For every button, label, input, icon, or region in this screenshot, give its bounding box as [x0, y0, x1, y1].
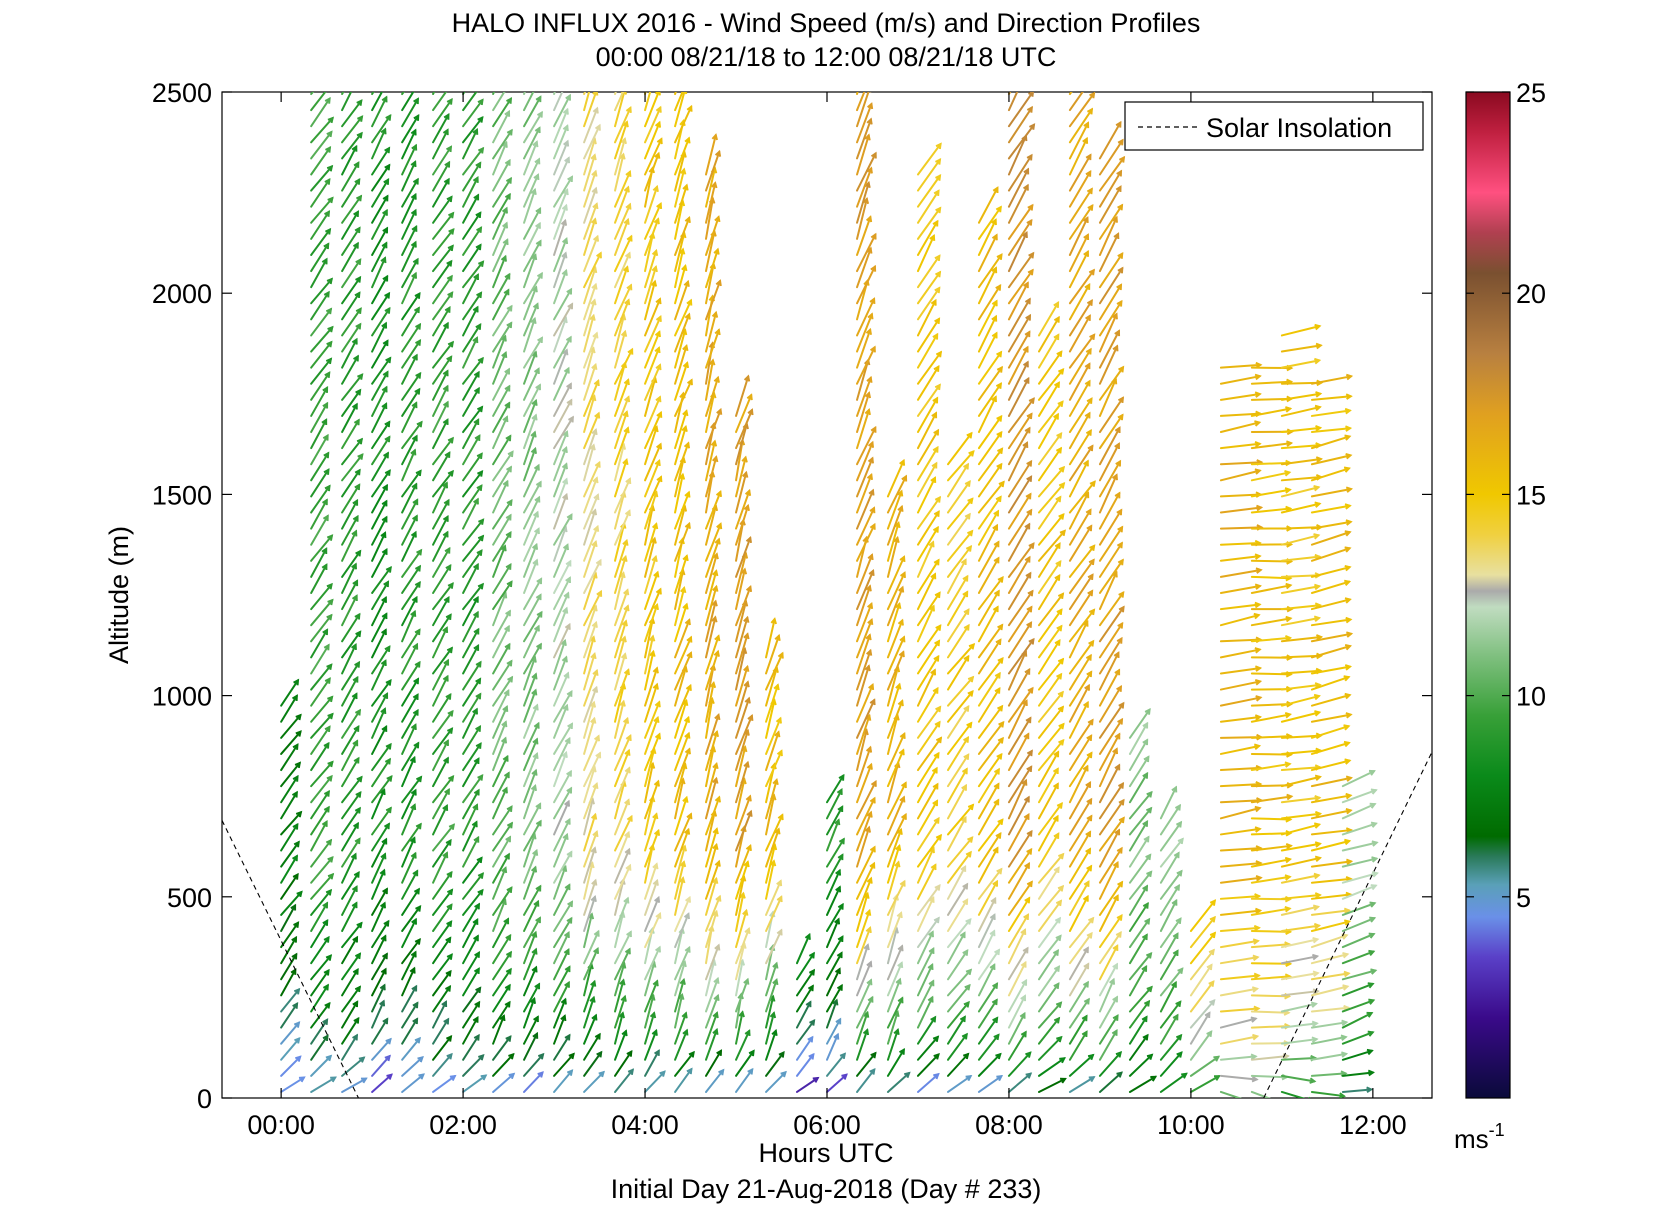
x-tick-label: 00:00: [247, 1110, 315, 1140]
y-tick-label: 0: [197, 1084, 212, 1114]
x-tick-label: 04:00: [611, 1110, 679, 1140]
wind-barb: [554, 61, 566, 94]
y-tick-label: 2000: [152, 279, 212, 309]
wind-barb: [1070, 62, 1093, 94]
colorbar-tick-label: 10: [1516, 682, 1546, 712]
legend-label: Solar Insolation: [1206, 113, 1392, 143]
x-tick-label: 02:00: [429, 1110, 497, 1140]
colorbar: [1466, 92, 1510, 1098]
chart-title: HALO INFLUX 2016 - Wind Speed (m/s) and …: [452, 8, 1201, 38]
wind-barb: [463, 66, 478, 94]
wind-barb: [524, 62, 537, 94]
y-tick-label: 500: [167, 883, 212, 913]
y-tick-label: 2500: [152, 78, 212, 108]
x-tick-label: 10:00: [1157, 1110, 1225, 1140]
wind-barb: [311, 69, 333, 94]
x-axis-label: Hours UTC: [758, 1138, 893, 1168]
colorbar-tick-label: 15: [1516, 480, 1546, 510]
colorbar-tick-label: 20: [1516, 279, 1546, 309]
y-tick-label: 1500: [152, 480, 212, 510]
wind-barb: [372, 67, 389, 94]
legend: Solar Insolation: [1125, 102, 1423, 150]
wind-barb: [493, 64, 507, 94]
x-tick-label: 08:00: [975, 1110, 1043, 1140]
x-tick-label: 12:00: [1339, 1110, 1407, 1140]
wind-barb: [433, 65, 448, 94]
x-tick-label: 06:00: [793, 1110, 861, 1140]
colorbar-unit: ms-1: [1454, 1120, 1505, 1154]
chart-subtitle: 00:00 08/21/18 to 12:00 08/21/18 UTC: [596, 42, 1057, 72]
wind-barb: [402, 68, 421, 94]
colorbar-tick-label: 5: [1516, 883, 1531, 913]
y-axis-label: Altitude (m): [104, 526, 134, 664]
y-tick-label: 1000: [152, 682, 212, 712]
footer-label: Initial Day 21-Aug-2018 (Day # 233): [611, 1174, 1042, 1204]
wind-barb: [342, 66, 358, 94]
colorbar-tick-label: 25: [1516, 78, 1546, 108]
